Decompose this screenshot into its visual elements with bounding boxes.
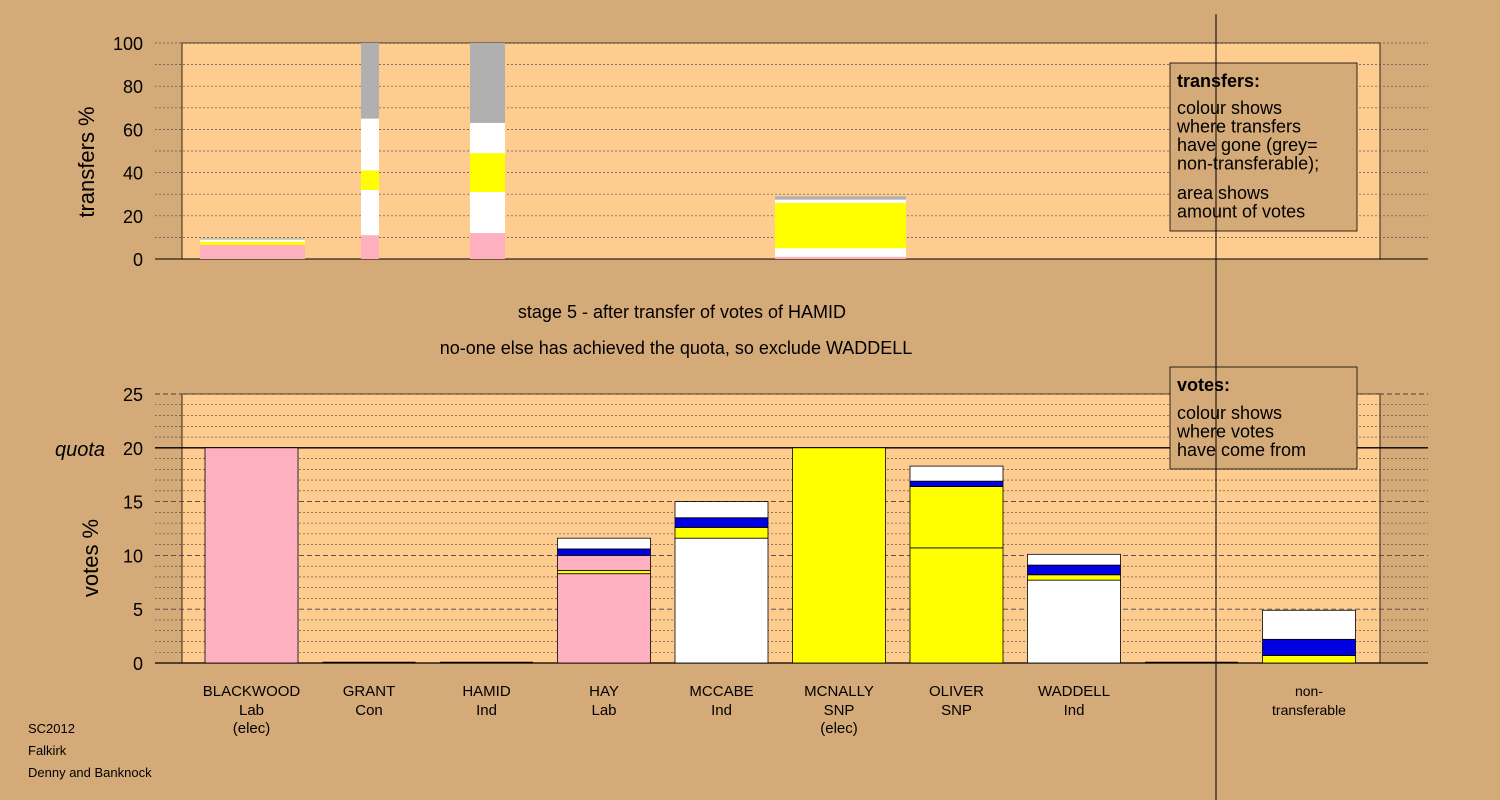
transfer-segment-mcnally [775,256,906,259]
vote-segment [557,555,651,571]
y-tick-label: 20 [123,207,143,227]
candidate-name: BLACKWOOD [203,683,301,700]
candidate-party: Con [355,702,383,719]
transfer-segment-mcnally [775,202,906,249]
vote-segment [1027,564,1121,576]
vote-segment [557,570,651,575]
transfer-segment-blackwood [200,238,305,240]
candidate-party: Ind [476,702,497,719]
candidate-note: (elec) [233,720,271,737]
candidate-name: HAMID [462,683,511,700]
candidate-name: MCCABE [689,683,753,700]
transfer-segment-grant [361,189,379,236]
vote-segment [792,447,886,664]
transfer-segment-grant [361,235,379,259]
transfers-legend-text: where transfers [1176,117,1301,137]
vote-segment [557,573,651,664]
vote-segment [1027,579,1121,664]
candidate-name: OLIVER [929,683,984,700]
candidate-party: transferable [1272,702,1346,718]
vote-segment [1262,655,1356,664]
transfers-legend-text: area shows [1177,183,1269,203]
y-axis-label: votes % [78,519,103,597]
y-tick-label: 15 [123,493,143,513]
transfer-segment-grant [361,118,379,171]
vote-segment [1027,574,1121,581]
candidate-party: Ind [1064,702,1085,719]
votes-legend-text: where votes [1176,422,1274,442]
candidate-name: WADDELL [1038,683,1110,700]
transfers-chart: 0 20 40 60 80 100 transfers % transfers: colour … [74,34,1428,270]
transfers-legend-text: amount of votes [1177,202,1305,222]
votes-legend-text: colour shows [1177,403,1282,423]
y-tick-label: 100 [113,34,143,54]
transfer-segment-hamid [470,122,505,154]
candidate-party: Lab [239,702,264,719]
transfer-segment-blackwood [200,244,305,259]
candidate-party: Ind [711,702,732,719]
candidate-note: (elec) [820,720,858,737]
transfers-legend-text: non-transferable); [1177,154,1319,174]
transfer-segment-hamid [470,43,505,123]
transfers-legend-text: colour shows [1177,98,1282,118]
y-tick-label: 0 [133,654,143,674]
quota-label: quota [55,439,105,461]
vote-segment [1027,553,1121,566]
y-tick-label: 80 [123,77,143,97]
stage-title: stage 5 - after transfer of votes of HAM… [518,302,846,322]
candidate-name: non- [1295,683,1323,699]
transfer-segment-hamid [470,153,505,193]
y-tick-label: 60 [123,120,143,140]
footer-line-3: Denny and Banknock [28,765,152,780]
vote-segment [909,465,1004,482]
y-tick-label: 40 [123,164,143,184]
vote-segment [909,486,1004,549]
vote-segment [1262,609,1356,640]
transfer-segment-grant [361,43,379,119]
footer-line-1: SC2012 [28,721,75,736]
footer-line-2: Falkirk [28,743,67,758]
candidate-name: GRANT [343,683,396,700]
candidate-name: MCNALLY [804,683,874,700]
vote-segment [674,517,769,528]
y-tick-label: 25 [123,385,143,405]
vote-segment [557,537,651,550]
vote-segment [674,501,769,519]
vote-segment [1262,638,1356,656]
candidate-party: SNP [824,702,855,719]
transfers-legend [1169,62,1358,232]
transfer-segment-hamid [470,233,505,259]
votes-legend [1169,366,1358,470]
y-axis-label: transfers % [74,106,99,217]
vote-segment [204,447,299,664]
transfer-segment-hamid [470,192,505,234]
votes-legend-title: votes: [1177,375,1230,395]
transfer-segment-mcnally [775,199,906,203]
votes-legend-text: have come from [1177,440,1306,460]
transfer-segment-blackwood [200,241,305,245]
vote-segment [557,548,651,556]
y-tick-label: 0 [133,250,143,270]
y-tick-label: 10 [123,546,143,566]
candidate-party: SNP [941,702,972,719]
vote-segment [674,537,769,664]
y-tick-label: 5 [133,600,143,620]
y-tick-label: 20 [123,439,143,459]
vote-segment [909,547,1004,664]
stage-subtitle: no-one else has achieved the quota, so e… [440,338,913,358]
transfers-legend-title: transfers: [1177,71,1260,91]
transfers-legend-text: have gone (grey= [1177,135,1318,155]
vote-segment [909,480,1004,487]
transfer-segment-mcnally [775,196,906,200]
transfer-segment-grant [361,170,379,190]
candidate-name: HAY [589,683,619,700]
transfer-segment-blackwood [200,239,305,242]
transfer-segment-mcnally [775,248,906,257]
vote-segment [674,527,769,539]
candidate-party: Lab [591,702,616,719]
